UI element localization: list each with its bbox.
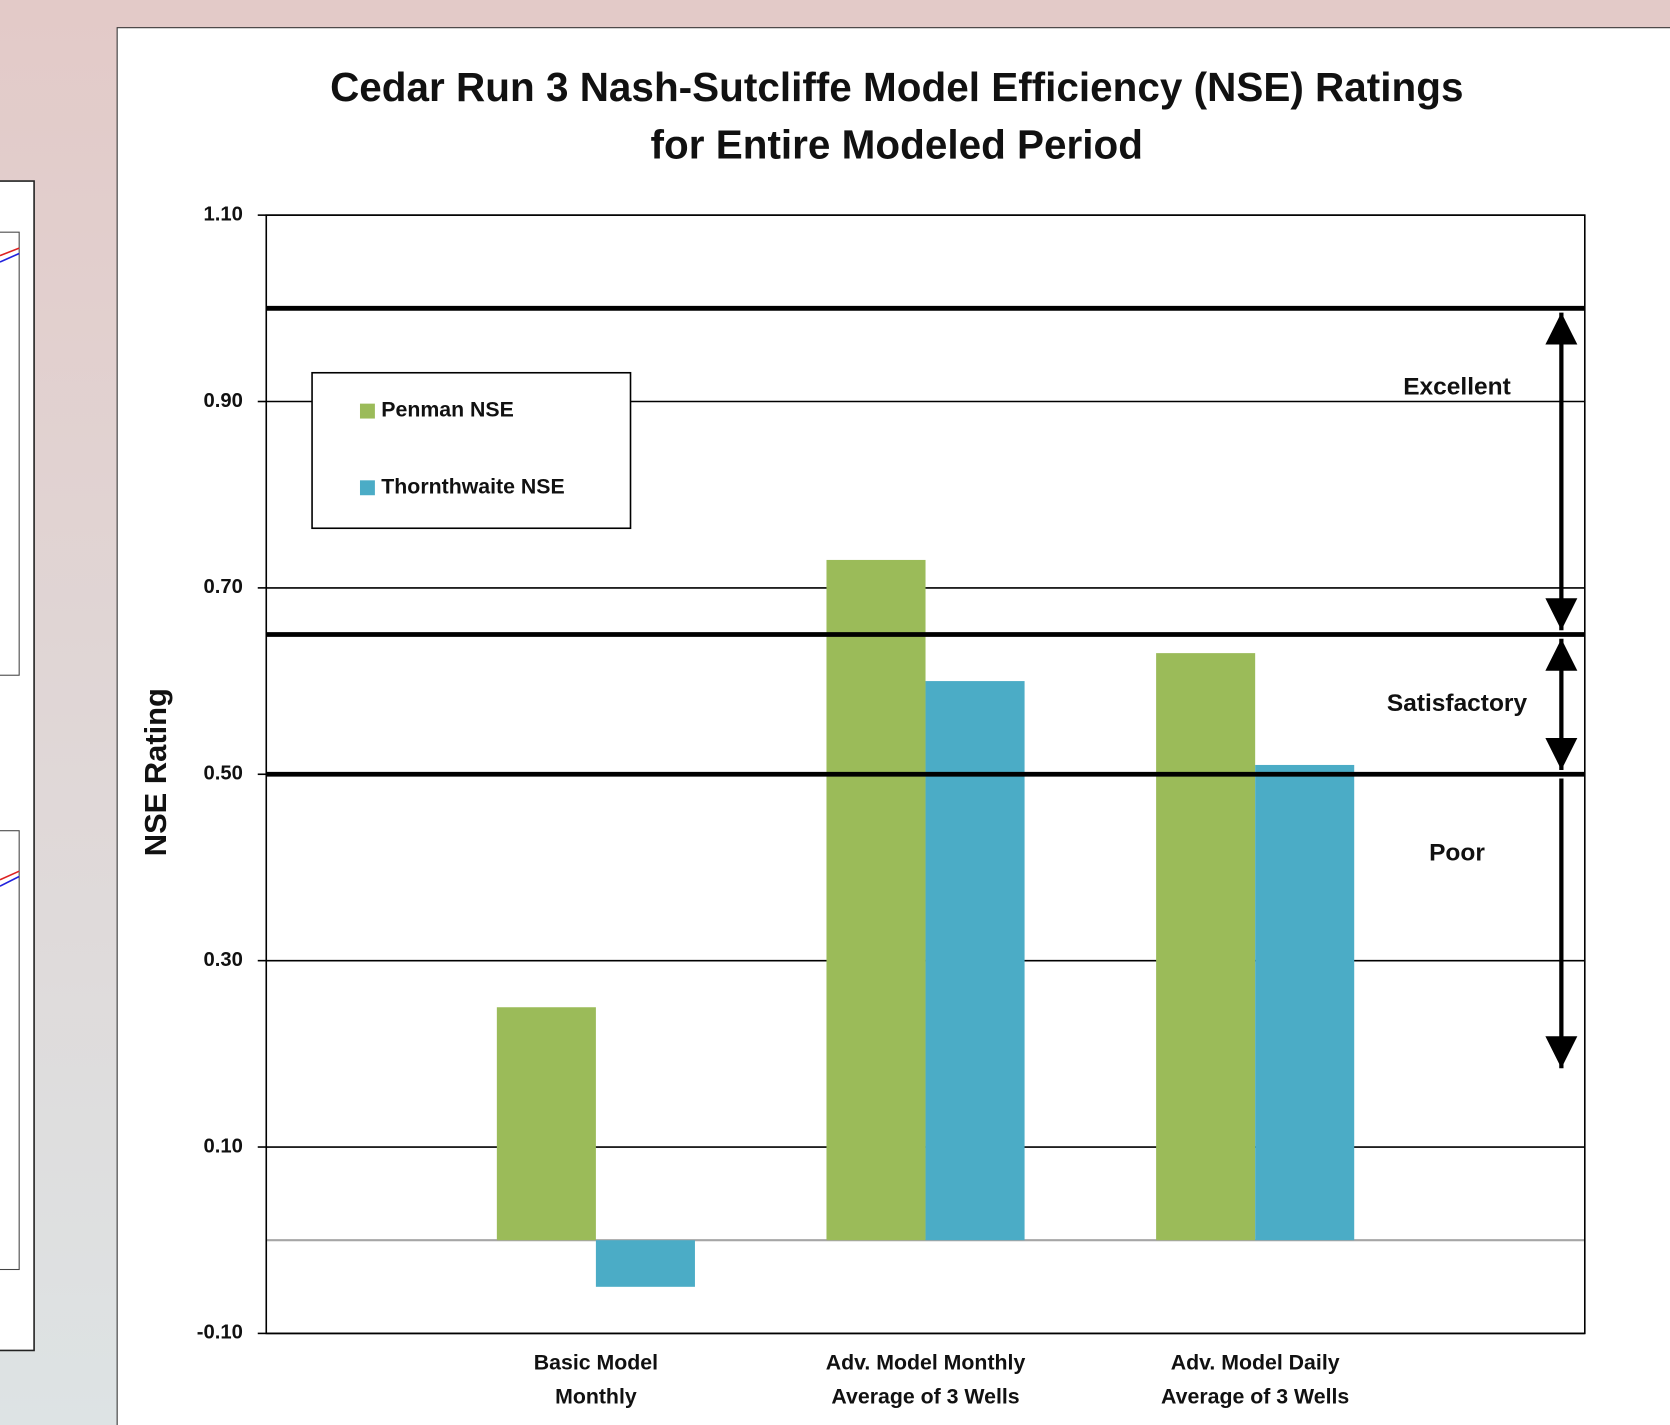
rating-label: Satisfactory bbox=[1387, 690, 1528, 717]
y-tick-label: 0.30 bbox=[203, 949, 242, 971]
y-tick-label: 0.70 bbox=[203, 576, 242, 598]
x-tick-label: Adv. Model Monthly Average of 3 Wells bbox=[825, 1351, 1026, 1410]
rating-label: Poor bbox=[1429, 840, 1485, 867]
legend-box bbox=[311, 371, 632, 530]
rating-label: Excellent bbox=[1403, 374, 1511, 401]
y-tick-label: 0.90 bbox=[203, 390, 242, 412]
y-tick-label: 1.10 bbox=[203, 203, 242, 225]
bar bbox=[1156, 653, 1256, 1241]
x-tick-label: Basic Model Monthly bbox=[533, 1351, 659, 1410]
y-tick-label: 0.50 bbox=[203, 763, 242, 785]
side-chart bbox=[0, 830, 20, 1271]
arrowhead bbox=[1545, 738, 1578, 771]
bar bbox=[1255, 764, 1355, 1241]
arrowhead bbox=[1545, 312, 1578, 345]
bar bbox=[496, 1007, 596, 1241]
side-line bbox=[0, 247, 20, 257]
x-tick-label: Adv. Model Daily Average of 3 Wells bbox=[1161, 1351, 1350, 1410]
chart-title: Cedar Run 3 Nash-Sutcliffe Model Efficie… bbox=[330, 66, 1464, 169]
bar bbox=[826, 559, 926, 1241]
legend-label: Penman NSE bbox=[381, 398, 514, 422]
side-chart bbox=[0, 231, 20, 676]
legend-swatch bbox=[359, 403, 375, 419]
y-axis-label: NSE Rating bbox=[138, 688, 173, 856]
side-line bbox=[0, 870, 20, 881]
side-line bbox=[0, 875, 20, 887]
side-line bbox=[0, 252, 20, 263]
y-tick-label: -0.10 bbox=[197, 1322, 243, 1344]
legend-label: Thornthwaite NSE bbox=[381, 474, 564, 498]
arrowhead bbox=[1545, 638, 1578, 671]
bar bbox=[595, 1240, 695, 1287]
plot-frame bbox=[265, 214, 1586, 1335]
bar bbox=[925, 681, 1025, 1241]
legend-swatch bbox=[359, 480, 375, 496]
arrowhead bbox=[1545, 1036, 1578, 1069]
y-tick-label: 0.10 bbox=[203, 1135, 242, 1157]
arrowhead bbox=[1545, 598, 1578, 631]
